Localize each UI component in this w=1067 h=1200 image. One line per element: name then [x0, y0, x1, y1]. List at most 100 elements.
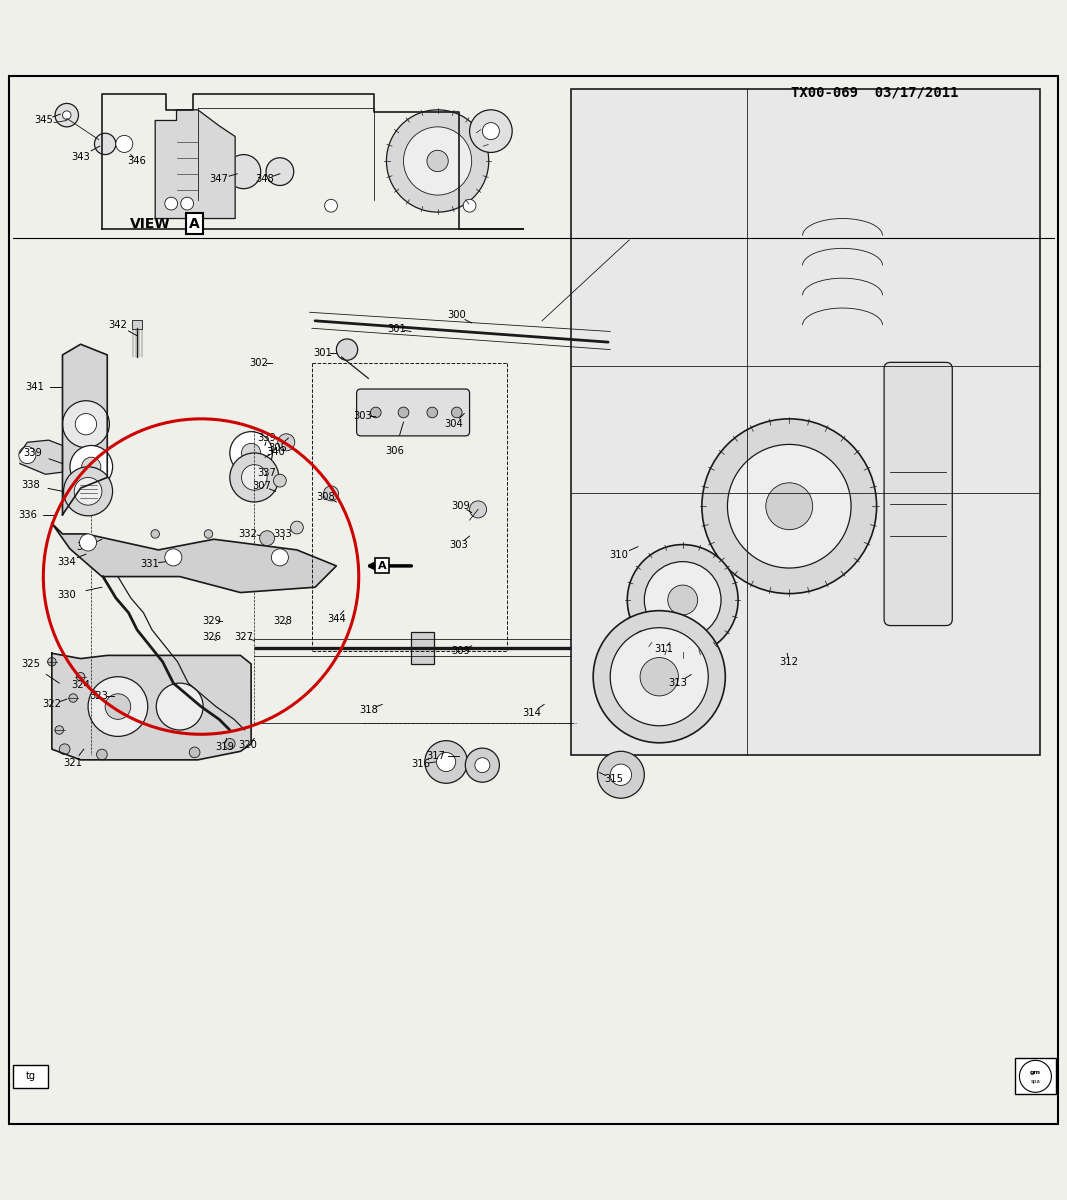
Text: 325: 325	[21, 659, 41, 668]
Text: 341: 341	[26, 382, 44, 392]
Text: 315: 315	[604, 774, 623, 784]
Circle shape	[610, 628, 708, 726]
Circle shape	[259, 530, 274, 546]
Circle shape	[370, 407, 381, 418]
Text: 312: 312	[780, 656, 799, 667]
Circle shape	[64, 467, 113, 516]
Circle shape	[226, 155, 260, 188]
Text: 342: 342	[109, 320, 127, 330]
Text: 343: 343	[71, 151, 90, 162]
Bar	[1015, 1058, 1055, 1094]
Circle shape	[189, 748, 200, 757]
Circle shape	[475, 757, 490, 773]
Circle shape	[290, 521, 303, 534]
Text: spa: spa	[1031, 1079, 1040, 1084]
Circle shape	[386, 110, 489, 212]
Text: 304: 304	[444, 419, 463, 430]
Polygon shape	[63, 344, 108, 515]
Circle shape	[465, 748, 499, 782]
Circle shape	[598, 751, 644, 798]
Text: 305: 305	[268, 443, 287, 452]
Text: 326: 326	[202, 632, 221, 642]
Bar	[14, 1064, 48, 1088]
Circle shape	[241, 464, 267, 491]
Circle shape	[164, 197, 177, 210]
Circle shape	[610, 764, 632, 786]
Text: 318: 318	[359, 704, 378, 715]
Text: 321: 321	[64, 758, 82, 768]
FancyBboxPatch shape	[356, 389, 469, 436]
Circle shape	[482, 122, 499, 139]
Circle shape	[77, 672, 85, 680]
Circle shape	[106, 694, 130, 719]
Text: 338: 338	[21, 480, 39, 490]
Circle shape	[60, 744, 70, 755]
Text: tg: tg	[26, 1072, 35, 1081]
Circle shape	[180, 197, 193, 210]
Circle shape	[76, 414, 97, 434]
Circle shape	[164, 548, 181, 566]
Circle shape	[766, 482, 813, 529]
Circle shape	[469, 500, 487, 518]
Circle shape	[271, 548, 288, 566]
Circle shape	[436, 752, 456, 772]
Text: 301: 301	[313, 348, 332, 358]
Text: 323: 323	[90, 691, 108, 701]
Circle shape	[229, 432, 272, 474]
Text: 314: 314	[522, 708, 541, 718]
Polygon shape	[20, 440, 63, 474]
Circle shape	[204, 529, 212, 538]
Circle shape	[116, 136, 132, 152]
Text: TX00-069  03/17/2011: TX00-069 03/17/2011	[791, 85, 958, 100]
Text: 332: 332	[239, 529, 257, 539]
Circle shape	[266, 157, 293, 186]
Circle shape	[728, 444, 851, 568]
Circle shape	[95, 133, 116, 155]
Text: 339: 339	[257, 433, 276, 443]
Text: 348: 348	[256, 174, 274, 184]
Polygon shape	[52, 653, 251, 760]
Circle shape	[640, 658, 679, 696]
Text: 337: 337	[257, 468, 276, 478]
Circle shape	[229, 452, 278, 502]
Circle shape	[55, 726, 64, 734]
Text: VIEW: VIEW	[129, 217, 171, 230]
Circle shape	[324, 199, 337, 212]
Circle shape	[463, 199, 476, 212]
Text: A: A	[189, 217, 200, 230]
Bar	[411, 632, 434, 664]
Circle shape	[69, 694, 78, 702]
Text: 330: 330	[58, 589, 76, 600]
Text: 301: 301	[387, 324, 407, 335]
Circle shape	[19, 446, 36, 463]
Bar	[131, 319, 142, 329]
Circle shape	[277, 433, 294, 451]
Circle shape	[89, 677, 147, 737]
Text: 331: 331	[141, 559, 159, 569]
Circle shape	[451, 407, 462, 418]
Circle shape	[627, 545, 738, 655]
Circle shape	[75, 478, 102, 505]
Text: 306: 306	[385, 446, 404, 456]
Circle shape	[150, 529, 159, 538]
Circle shape	[82, 457, 101, 476]
Circle shape	[427, 150, 448, 172]
Circle shape	[70, 445, 113, 488]
Circle shape	[156, 683, 203, 730]
Text: 345: 345	[34, 115, 52, 126]
Text: 309: 309	[451, 502, 471, 511]
Text: 329: 329	[202, 617, 221, 626]
Text: 344: 344	[327, 614, 346, 624]
Circle shape	[224, 738, 235, 749]
Text: 339: 339	[23, 448, 42, 458]
Text: 327: 327	[234, 632, 253, 642]
Text: 319: 319	[214, 742, 234, 752]
Text: 316: 316	[411, 760, 430, 769]
Circle shape	[48, 658, 57, 666]
Bar	[571, 89, 1039, 755]
Circle shape	[336, 338, 357, 360]
Text: gm: gm	[1030, 1069, 1041, 1074]
Text: 303: 303	[353, 410, 372, 421]
Text: 309: 309	[451, 646, 471, 656]
Text: 346: 346	[128, 156, 146, 166]
